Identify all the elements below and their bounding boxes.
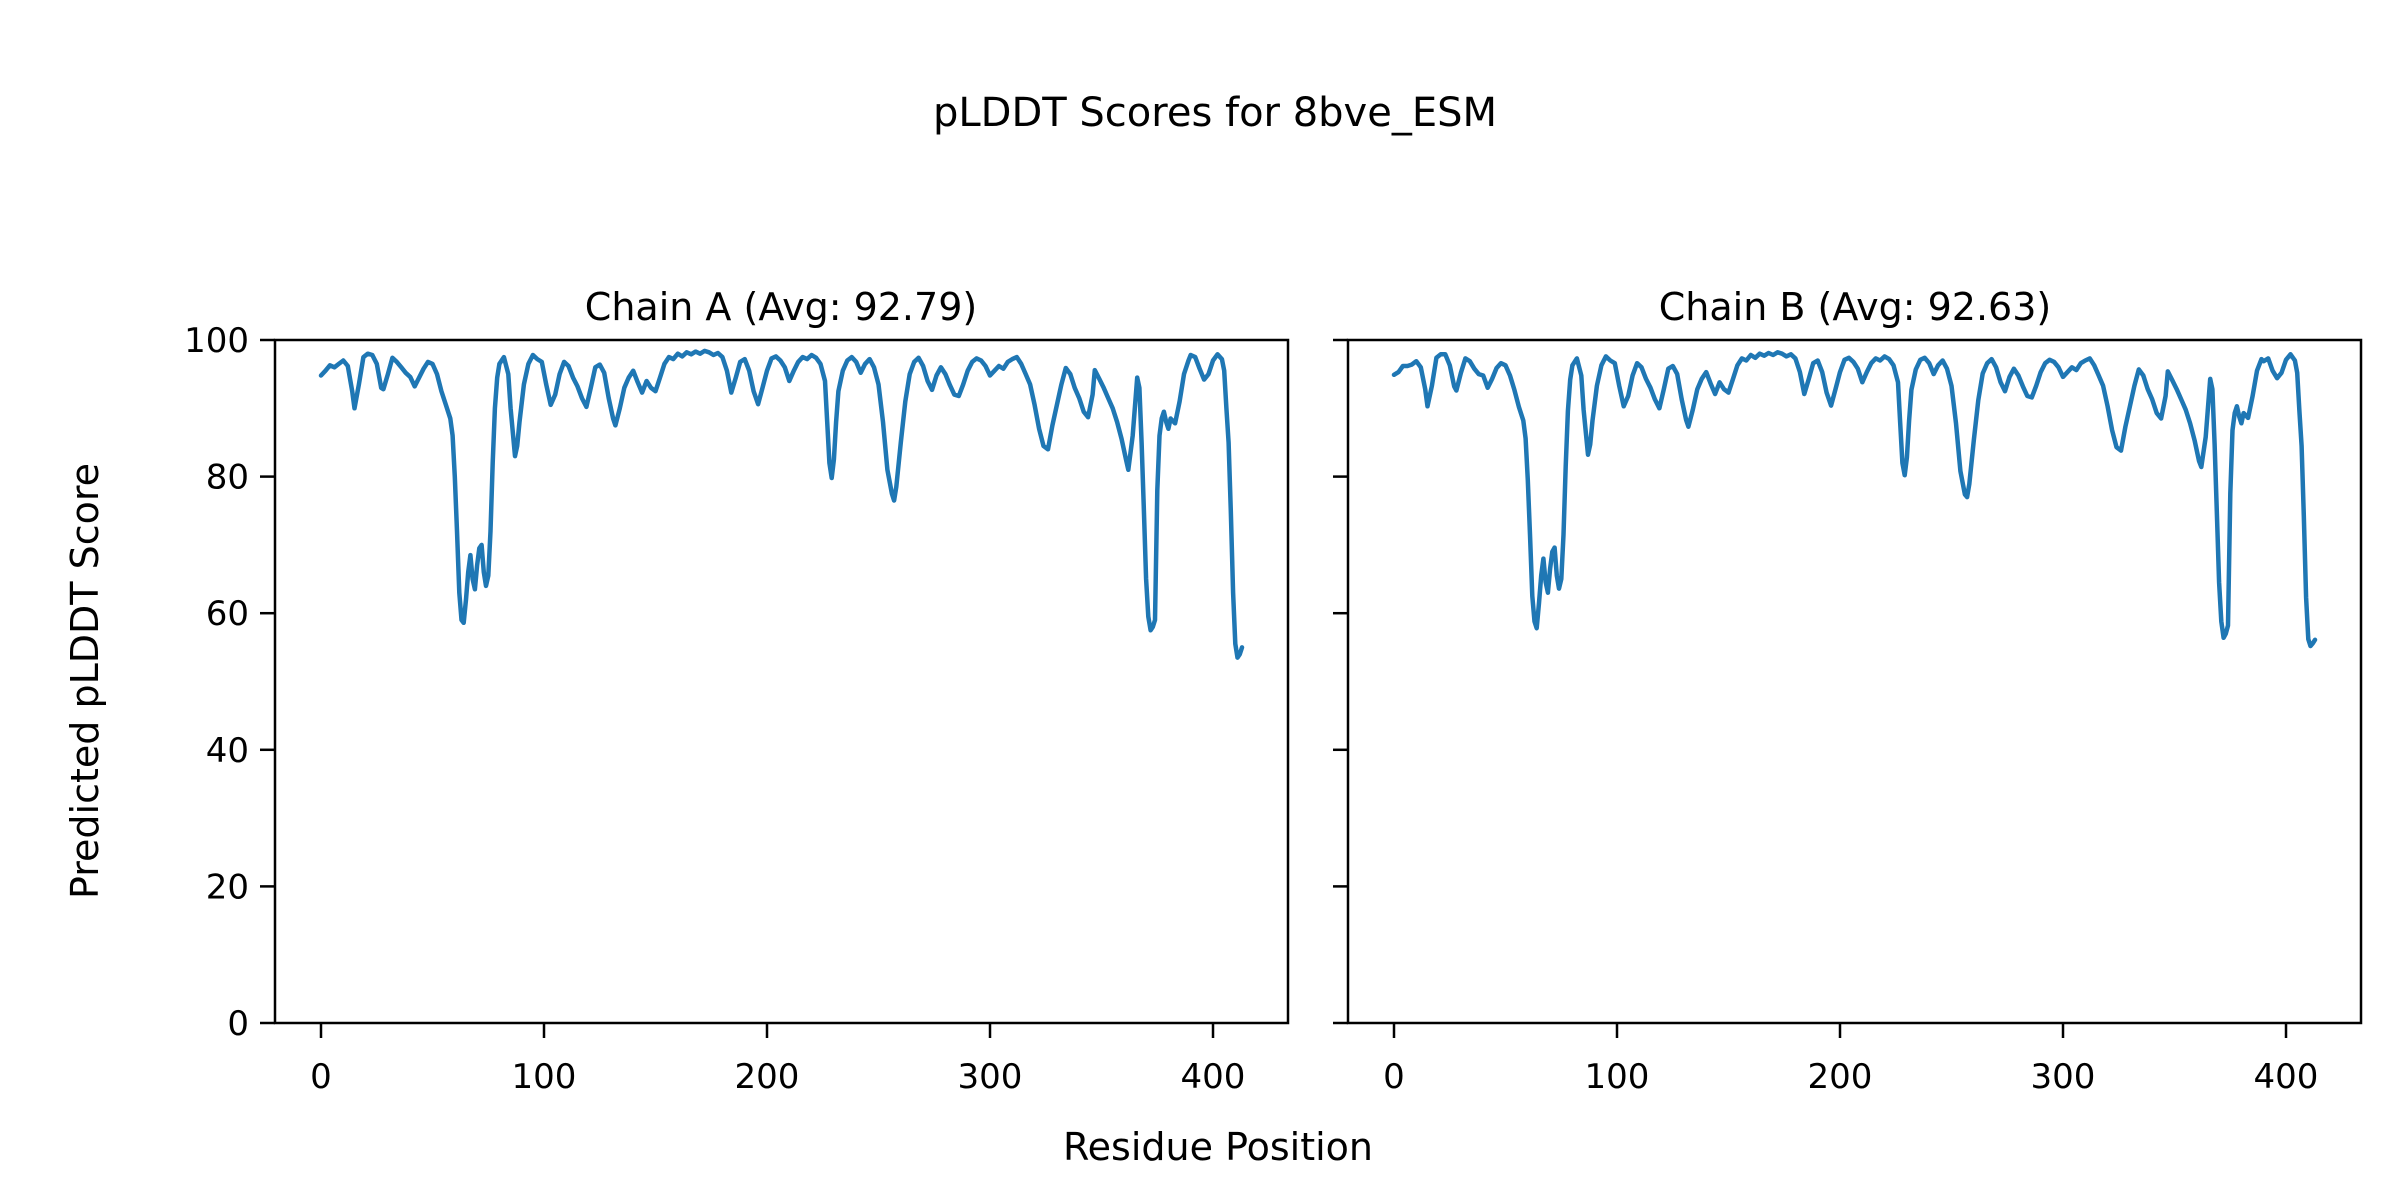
plddt-line-B [1391, 350, 2318, 649]
y-tick-label: 100 [184, 321, 249, 361]
plddt-line-A [318, 348, 1245, 660]
y-tick-label: 80 [206, 458, 249, 498]
x-tick-label: 400 [2254, 1057, 2319, 1097]
x-tick-label: 200 [1808, 1057, 1873, 1097]
y-axis-label: Predicted pLDDT Score [63, 463, 107, 899]
figure-title: pLDDT Scores for 8bve_ESM [933, 90, 1497, 136]
x-tick-label: 200 [735, 1057, 800, 1097]
axes-frame [1346, 338, 2363, 1025]
subplot-b-title: Chain B (Avg: 92.63) [1659, 285, 2051, 329]
y-tick-label: 60 [206, 594, 249, 634]
x-tick-label: 100 [512, 1057, 577, 1097]
y-tick-label: 40 [206, 731, 249, 771]
subplot-chain-a: 0 100 200 300 400 0 20 40 60 80 100 [184, 321, 1290, 1097]
x-tick-label: 300 [2031, 1057, 2096, 1097]
axes-frame [273, 338, 1290, 1025]
x-tick-label: 300 [958, 1057, 1023, 1097]
x-tick-label: 0 [1383, 1057, 1405, 1097]
x-tick-label: 100 [1585, 1057, 1650, 1097]
x-axis-label: Residue Position [1063, 1125, 1373, 1169]
subplot-chain-b: 0 100 200 300 400 [1333, 338, 2363, 1097]
subplot-a-title: Chain A (Avg: 92.79) [585, 285, 977, 329]
x-tick-label: 0 [310, 1057, 332, 1097]
x-tick-label: 400 [1181, 1057, 1246, 1097]
y-tick-label: 0 [227, 1004, 249, 1044]
y-tick-label: 20 [206, 867, 249, 907]
